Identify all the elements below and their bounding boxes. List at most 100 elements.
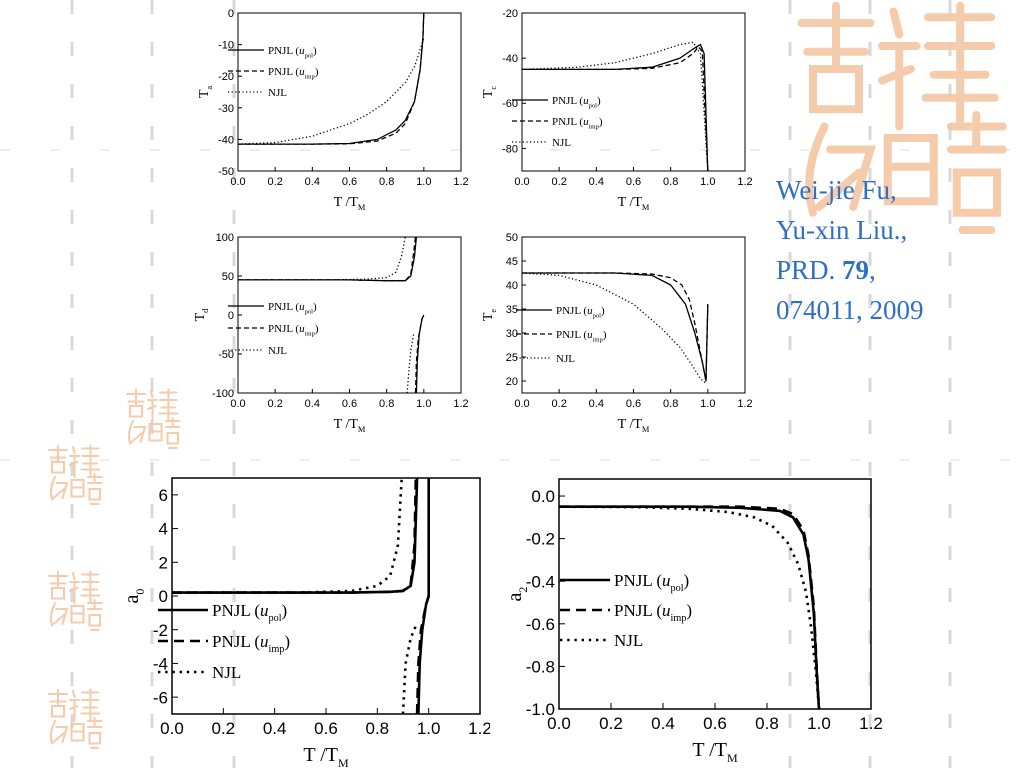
legend-label-text: PNJL ( <box>556 329 587 341</box>
legend-label-subscript: imp <box>593 336 604 343</box>
x-tick-label: 0.6 <box>314 719 338 738</box>
legend-label-text: PNJL ( <box>268 323 299 335</box>
x-axis-label: T /TM <box>692 739 738 765</box>
x-tick-label: 0.2 <box>552 398 567 410</box>
legend-label-text: PNJL ( <box>556 305 587 317</box>
y-axis-label: a0 <box>121 589 147 604</box>
legend-label-close: ) <box>315 66 319 78</box>
legend-label-close: ) <box>313 45 317 57</box>
legend-label-subscript: pol <box>593 312 602 319</box>
series-line-dashed <box>522 272 709 382</box>
y-tick-label: 35 <box>506 304 518 316</box>
reference-journal: PRD. <box>776 255 836 285</box>
y-tick-label: 50 <box>222 271 234 283</box>
reference-authors-2: Yu-xin Liu., <box>776 215 908 245</box>
x-tick-label: 0.2 <box>552 176 567 188</box>
legend-label-text: PNJL ( <box>268 301 299 313</box>
chart-Td: 0.0 0.2 0.4 0.6 0.8 1.0 1.2 100 50 0 -50 -100 T /TM T… <box>193 232 469 434</box>
legend-label-close: ) <box>282 601 288 620</box>
chart-Ta: 0.0 0.2 0.4 0.6 0.8 1.0 1.2 0 -10 -20 -30 -40 -50 T /… <box>197 8 469 212</box>
y-axis-label: a2 <box>504 587 530 602</box>
x-tick-label: 0.4 <box>263 719 287 738</box>
y-tick-label: -4 <box>153 655 168 674</box>
legend-label: NJL <box>268 345 287 357</box>
legend-label: PNJL (upol) <box>268 45 317 59</box>
x-tick-label: 0.4 <box>305 176 320 188</box>
y-tick-label: 20 <box>506 376 518 388</box>
series-line-dotted <box>172 478 403 594</box>
y-tick-label: -60 <box>502 98 518 110</box>
y-axis-label-subscript: 2 <box>516 587 530 593</box>
legend-label-var: u <box>662 601 671 620</box>
legend-label: NJL <box>212 663 241 682</box>
legend-label-text: NJL <box>556 353 575 365</box>
legend-label-var: u <box>583 116 589 128</box>
x-tick-label: 0.6 <box>626 176 641 188</box>
y-tick-label: -30 <box>218 103 234 115</box>
y-tick-label: 30 <box>506 328 518 340</box>
legend-label: PNJL (upol) <box>268 301 317 315</box>
chinese-seal-icon <box>47 570 103 632</box>
x-tick-label: 0.0 <box>514 176 529 188</box>
legend-label: PNJL (uimp) <box>212 632 290 655</box>
x-tick-label: 1.2 <box>453 398 468 410</box>
legend-label-text: NJL <box>212 663 241 682</box>
y-axis-label-subscript: a <box>205 86 214 90</box>
legend-label-close: ) <box>601 305 605 317</box>
plot-frame <box>237 236 462 394</box>
series-line-solid <box>559 505 821 709</box>
x-axis-label-subscript: M <box>642 203 650 212</box>
chart-a2: 0.0 0.2 0.4 0.6 0.8 1.0 1.2 0.0 -0.2 -0.4 -0.6 -0.8… <box>504 478 883 765</box>
legend-label-subscript: pol <box>305 308 314 315</box>
series-line-dashed <box>414 314 425 393</box>
legend-label-subscript: pol <box>671 583 684 594</box>
legend-label: PNJL (upol) <box>552 95 601 109</box>
legend-label-text: PNJL ( <box>268 45 299 57</box>
series-line-dashed <box>238 237 417 282</box>
x-tick-label: 0.0 <box>514 398 529 410</box>
legend-label-text: PNJL ( <box>268 66 299 78</box>
x-tick-label: 1.0 <box>416 398 431 410</box>
y-tick-label: -20 <box>502 8 518 20</box>
legend-label: NJL <box>614 631 643 650</box>
legend-label: NJL <box>268 87 287 99</box>
x-axis-label: T /TM <box>618 195 650 212</box>
chart-Te: 0.0 0.2 0.4 0.6 0.8 1.0 1.2 50 45 40 35 30 25 20 T /TM… <box>481 232 753 434</box>
chart-Tc: 0.0 0.2 0.4 0.6 0.8 1.0 1.2 -20 -40 -60 -80 T /TM Tc… <box>481 8 753 212</box>
y-axis-label: Te <box>481 309 498 322</box>
series-line-solid <box>238 237 418 282</box>
y-tick-label: -100 <box>212 388 234 400</box>
legend-label-var: u <box>299 301 305 313</box>
y-tick-label: -80 <box>502 143 518 155</box>
legend-label-text: NJL <box>268 87 287 99</box>
x-tick-label: 1.2 <box>468 719 490 738</box>
series-line-solid <box>238 13 425 145</box>
series-group <box>559 505 821 709</box>
x-tick-label: 0.6 <box>703 714 727 733</box>
series-line-dotted <box>406 334 415 393</box>
legend-label-var: u <box>260 632 269 651</box>
legend-label-text: NJL <box>614 631 643 650</box>
y-tick-label: -6 <box>153 688 168 707</box>
y-tick-label: -0.4 <box>526 572 555 591</box>
y-tick-label: -40 <box>502 53 518 65</box>
series-line-dashed <box>522 46 709 171</box>
x-tick-label: 0.4 <box>589 398 604 410</box>
legend-label-var: u <box>299 323 305 335</box>
x-tick-label: 0.2 <box>268 398 283 410</box>
x-axis-label: T /TM <box>334 417 366 434</box>
legend-label: PNJL (uimp) <box>268 323 319 337</box>
x-axis-label: T /TM <box>303 744 349 768</box>
y-tick-label: 0 <box>228 310 234 322</box>
series-group <box>522 272 709 384</box>
series-line-solid <box>522 272 709 382</box>
legend-label-var: u <box>662 571 671 590</box>
reference-pages-year: 074011, 2009 <box>776 295 924 325</box>
x-tick-label: 1.0 <box>417 719 441 738</box>
y-tick-label: -0.2 <box>526 530 555 549</box>
y-tick-label: 0 <box>228 8 234 20</box>
x-tick-label: 1.0 <box>700 398 715 410</box>
x-tick-label: 1.2 <box>453 176 468 188</box>
legend-label-text: PNJL ( <box>552 116 583 128</box>
y-tick-label: 100 <box>216 232 234 244</box>
